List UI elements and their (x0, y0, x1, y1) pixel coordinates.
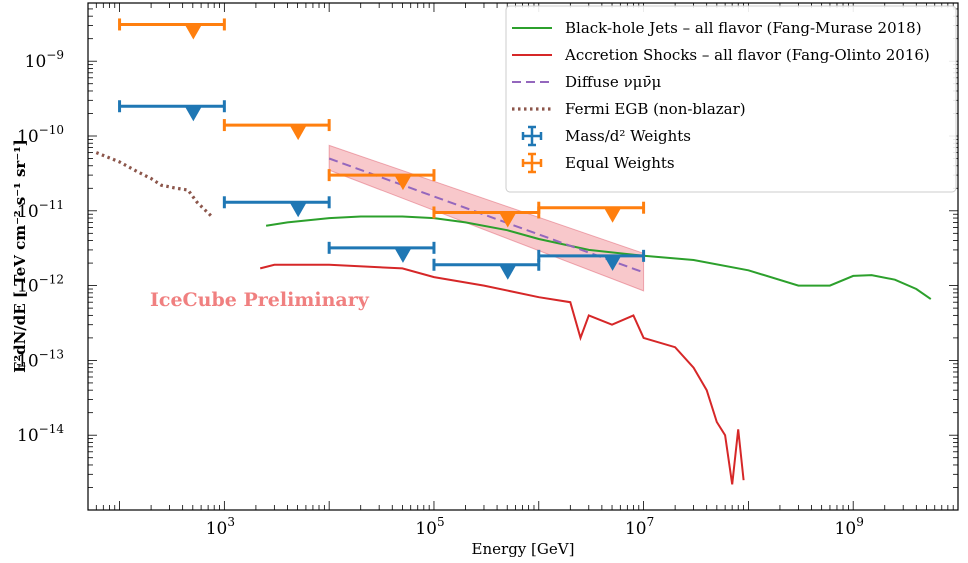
y-tick-label: 10−14 (17, 422, 64, 446)
x-tick-label: 109 (835, 515, 864, 539)
upper-limit-equal (118, 18, 226, 40)
series-line-fermi (95, 151, 213, 218)
legend-entry-mass: Mass/d² Weights (521, 125, 691, 147)
legend-entry-equal: Equal Weights (521, 152, 675, 174)
x-tick-label: 105 (415, 515, 444, 539)
legend-entry-jets: Black-hole Jets – all flavor (Fang-Muras… (512, 19, 922, 37)
legend-label: Equal Weights (565, 154, 675, 172)
legend-entry-shocks: Accretion Shocks – all flavor (Fang-Olin… (512, 46, 930, 64)
upper-limit-mass (537, 249, 646, 271)
series-line-jets (265, 215, 932, 300)
legend-label: Mass/d² Weights (565, 127, 691, 145)
watermark-annotation: IceCube Preliminary (150, 289, 370, 311)
legend: Black-hole Jets – all flavor (Fang-Muras… (505, 5, 957, 193)
upper-limit-mass (327, 241, 436, 263)
upper-limit-mass (432, 258, 541, 280)
legend-label: Accretion Shocks – all flavor (Fang-Olin… (564, 46, 930, 64)
legend-entry-fermi: Fermi EGB (non-blazar) (512, 100, 746, 118)
series-line-shocks (259, 263, 745, 485)
legend-label: Black-hole Jets – all flavor (Fang-Muras… (565, 19, 922, 37)
y-tick-label: 10−9 (25, 48, 64, 72)
upper-limit-mass (222, 196, 331, 218)
plot-frame (87, 2, 959, 511)
upper-limit-equal (222, 119, 331, 141)
y-axis-label: E²dN/dE [ TeV cm⁻² s⁻¹ sr⁻¹] (11, 139, 29, 373)
x-tick-label: 107 (625, 515, 654, 539)
x-axis-label: Energy [GeV] (472, 540, 575, 558)
x-tick-label: 103 (206, 515, 235, 539)
legend-label: Diffuse νμν̄μ (565, 73, 661, 91)
upper-limit-mass (118, 100, 226, 122)
legend-label: Fermi EGB (non-blazar) (565, 100, 746, 118)
legend-box (505, 5, 957, 193)
upper-limit-equal (327, 169, 436, 191)
legend-entry-diffuse: Diffuse νμν̄μ (512, 73, 661, 91)
upper-limit-equal (537, 201, 646, 223)
